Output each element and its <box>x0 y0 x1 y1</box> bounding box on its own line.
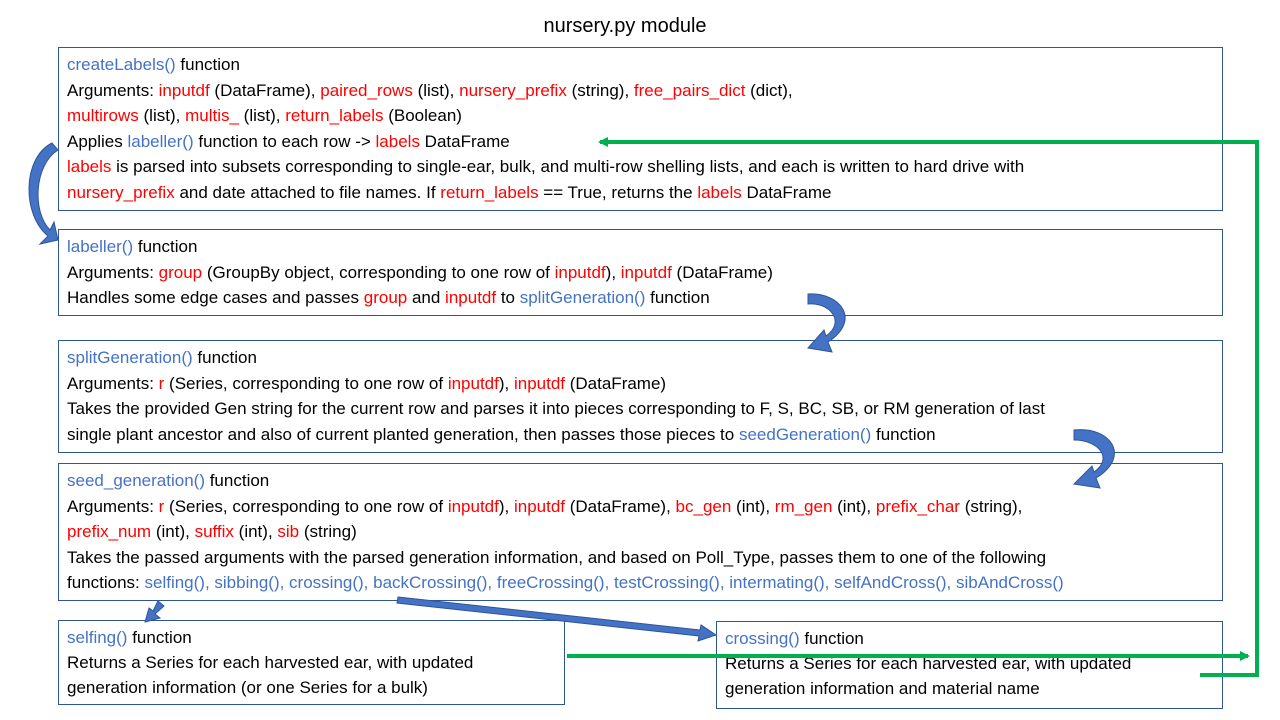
crossing-box: crossing() function Returns a Series for… <box>716 621 1223 709</box>
create-labels-heading: createLabels() function <box>67 55 240 74</box>
argument: nursery_prefix <box>67 182 175 202</box>
argument: prefix_num <box>67 522 152 541</box>
argument: labels <box>697 182 742 202</box>
labeller-arguments: Arguments: group (GroupBy object, corres… <box>67 262 773 282</box>
argument: sib <box>277 522 300 541</box>
create-labels-arguments-cont: multirows (list), multis_ (list), return… <box>67 106 462 125</box>
argument: inputdf <box>513 373 566 393</box>
selfing-heading: selfing() function <box>67 628 192 647</box>
function-name: labeller() <box>127 131 194 151</box>
argument: inputdf <box>447 373 499 393</box>
split-generation-heading: splitGeneration() function <box>67 348 257 367</box>
argument: free_pairs_dict <box>633 80 746 100</box>
argument: r <box>158 496 165 516</box>
function-name: selfing() <box>67 628 128 647</box>
argument: nursery_prefix <box>459 80 567 100</box>
diagram-title: nursery.py module <box>543 15 707 37</box>
argument: bc_gen <box>675 496 732 516</box>
argument: r <box>158 373 165 393</box>
seed-generation-arguments-cont: prefix_num (int), suffix (int), sib (str… <box>67 522 357 541</box>
function-name: labeller() <box>67 237 134 256</box>
function-name: crossing() <box>725 629 800 648</box>
crossing-description: Returns a Series for each harvested ear,… <box>725 654 1132 673</box>
curved-arrow-to-labeller <box>28 142 59 245</box>
argument: group <box>158 262 203 282</box>
labeller-description: Handles some edge cases and passes group… <box>67 288 710 307</box>
argument: group <box>363 288 408 307</box>
function-name: seedGeneration() <box>738 424 872 444</box>
selfing-description: Returns a Series for each harvested ear,… <box>67 653 474 672</box>
split-generation-description-cont: single plant ancestor and also of curren… <box>67 424 936 444</box>
seed-generation-box: seed_generation() function Arguments: r … <box>58 463 1223 601</box>
crossing-heading: crossing() function <box>725 629 864 648</box>
seed-generation-description: Takes the passed arguments with the pars… <box>67 547 1047 567</box>
argument: paired_rows <box>320 80 413 100</box>
argument: multirows <box>67 106 139 125</box>
crossing-description-cont: generation information and material name <box>725 679 1040 698</box>
argument: inputdf <box>513 496 566 516</box>
argument: multis_ <box>185 106 239 125</box>
argument: labels <box>67 157 112 176</box>
function-name: splitGeneration() <box>67 348 193 367</box>
labeller-box: labeller() function Arguments: group (Gr… <box>58 229 1223 316</box>
function-name: splitGeneration() <box>519 288 646 307</box>
argument: inputdf <box>158 80 210 100</box>
argument: suffix <box>194 522 234 541</box>
argument: labels <box>375 131 420 151</box>
selfing-box: selfing() function Returns a Series for … <box>58 620 565 705</box>
seed-generation-heading: seed_generation() function <box>67 471 270 490</box>
create-labels-box: createLabels() function Arguments: input… <box>58 47 1223 211</box>
selfing-description-cont: generation information (or one Series fo… <box>67 678 428 697</box>
function-name: createLabels() <box>67 55 176 74</box>
function-name: seed_generation() <box>67 471 205 490</box>
argument: return_labels <box>285 106 384 125</box>
argument: inputdf <box>554 262 606 282</box>
function-list: selfing(), sibbing(), crossing(), backCr… <box>144 573 1064 592</box>
split-generation-box: splitGeneration() function Arguments: r … <box>58 340 1223 453</box>
split-generation-arguments: Arguments: r (Series, corresponding to o… <box>67 373 667 393</box>
create-labels-applies: Applies labeller() function to each row … <box>67 131 510 151</box>
argument: inputdf <box>445 288 497 307</box>
argument: inputdf <box>620 262 672 282</box>
seed-generation-functions: functions: selfing(), sibbing(), crossin… <box>67 573 1064 592</box>
argument: inputdf <box>447 496 499 516</box>
argument: return_labels <box>440 182 539 202</box>
arrow-to-selfing <box>144 600 165 623</box>
seed-generation-arguments: Arguments: r (Series, corresponding to o… <box>67 496 1023 516</box>
argument: prefix_char <box>875 496 960 516</box>
create-labels-arguments: Arguments: inputdf (DataFrame), paired_r… <box>67 80 793 100</box>
argument: rm_gen <box>774 496 833 516</box>
split-generation-description: Takes the provided Gen string for the cu… <box>67 399 1045 418</box>
labeller-heading: labeller() function <box>67 237 198 256</box>
create-labels-description: labels is parsed into subsets correspond… <box>67 157 1025 176</box>
create-labels-description-cont: nursery_prefix and date attached to file… <box>67 182 832 202</box>
